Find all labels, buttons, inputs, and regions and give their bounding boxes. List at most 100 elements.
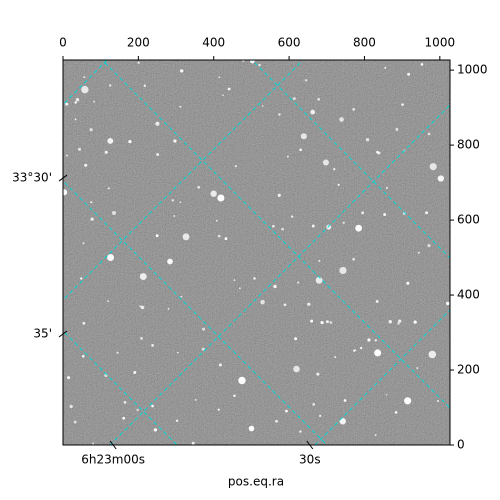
star (179, 105, 182, 108)
star (194, 398, 197, 401)
star (122, 416, 126, 420)
x-tick-label: 200 (127, 36, 150, 50)
star (153, 428, 158, 432)
star (310, 109, 316, 115)
star (376, 150, 379, 154)
y-tick-label: 400 (457, 288, 480, 302)
star (401, 103, 404, 107)
plot-frame (62, 59, 451, 446)
star (292, 97, 296, 101)
star (173, 215, 176, 217)
star (81, 85, 89, 94)
star (227, 87, 231, 91)
star (74, 118, 77, 121)
star (437, 400, 439, 402)
ra-tick-label: 6h23m00s (81, 453, 145, 467)
star (394, 411, 398, 414)
star (92, 442, 95, 445)
x-tick-label: 600 (278, 36, 301, 50)
star (310, 319, 314, 323)
star (137, 61, 140, 64)
star (325, 320, 329, 324)
star (294, 337, 298, 341)
star (238, 287, 241, 290)
star (234, 164, 237, 168)
star (116, 351, 119, 354)
star (82, 242, 85, 245)
star (352, 257, 355, 261)
star (75, 98, 80, 102)
star (218, 363, 222, 367)
star (191, 441, 195, 445)
star (69, 404, 73, 409)
y-tick-label: 1000 (457, 63, 488, 77)
star (107, 254, 114, 261)
star (406, 281, 410, 285)
star (260, 299, 265, 305)
star (437, 175, 445, 182)
star (253, 277, 256, 280)
star (140, 305, 145, 310)
star (222, 94, 224, 96)
star (151, 343, 154, 347)
star (374, 349, 382, 357)
star (83, 76, 86, 79)
star (286, 155, 289, 158)
star (81, 354, 85, 358)
x-tick-label: 400 (202, 36, 225, 50)
star (319, 414, 322, 417)
y-tick-label: 800 (457, 138, 480, 152)
star (334, 356, 337, 359)
star (343, 399, 347, 402)
star (77, 147, 82, 151)
y-tick-label: 600 (457, 213, 480, 227)
star (173, 139, 177, 143)
star (176, 351, 179, 354)
star (355, 224, 363, 232)
star (107, 300, 110, 303)
star (84, 163, 88, 167)
star (171, 199, 174, 202)
star (322, 159, 329, 166)
star (374, 434, 377, 437)
star (201, 347, 205, 351)
star (299, 430, 302, 433)
dec-tick-label: 35' (33, 327, 52, 341)
star (375, 300, 379, 303)
star (217, 234, 221, 238)
star (104, 150, 108, 154)
star (297, 281, 300, 284)
star (66, 154, 69, 157)
star (74, 101, 77, 104)
star (123, 400, 127, 404)
star (156, 153, 160, 156)
star (140, 337, 143, 340)
star (107, 137, 114, 144)
star (367, 338, 371, 342)
x-axis-label: pos.eq.ra (228, 475, 284, 489)
star (272, 225, 275, 228)
ra-tick-label: 30s (299, 453, 321, 467)
star (233, 279, 236, 281)
star (133, 371, 137, 375)
star (304, 79, 308, 82)
dec-tick (58, 174, 68, 182)
x-tick-label: 800 (353, 36, 376, 50)
ra-tick (306, 440, 314, 450)
star (248, 425, 255, 432)
star (197, 185, 201, 189)
star (139, 273, 147, 281)
star (427, 244, 431, 248)
star (261, 105, 264, 107)
star (217, 408, 220, 411)
star (167, 258, 173, 265)
star (93, 100, 95, 103)
star (217, 194, 225, 202)
star (80, 277, 83, 280)
dec-tick-label: 33°30' (12, 171, 52, 185)
star (89, 128, 93, 132)
star (329, 321, 333, 324)
star (179, 201, 182, 204)
star (420, 63, 424, 66)
